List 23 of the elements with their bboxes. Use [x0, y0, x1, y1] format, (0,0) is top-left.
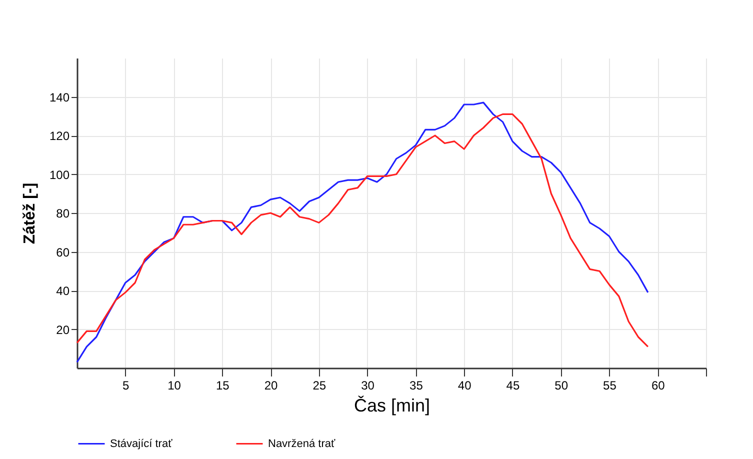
y-tick-label: 80	[56, 206, 70, 220]
x-tick-label: 25	[312, 378, 326, 392]
y-tick-label: 120	[49, 129, 70, 143]
x-axis-title: Čas [min]	[354, 396, 430, 416]
x-tick-label: 35	[410, 378, 424, 392]
legend-label: Stávající trať	[110, 438, 174, 450]
x-tick-label: 45	[506, 378, 520, 392]
x-tick-label: 50	[554, 378, 568, 392]
y-tick-label: 60	[56, 245, 70, 260]
legend-label: Navržená trať	[268, 438, 336, 450]
y-tick-label: 40	[56, 284, 70, 298]
x-tick-label: 60	[651, 378, 666, 392]
y-axis-title: Zátěž [-]	[21, 182, 38, 244]
x-tick-label: 30	[361, 378, 375, 392]
y-tick-label: 140	[49, 90, 70, 104]
x-tick-label: 15	[216, 378, 230, 392]
y-tick-label: 20	[56, 322, 70, 337]
x-tick-label: 55	[603, 378, 617, 392]
x-tick-label: 20	[264, 378, 278, 392]
x-tick-label: 5	[122, 378, 130, 392]
x-tick-label: 10	[168, 378, 182, 392]
x-tick-label: 40	[458, 378, 472, 392]
y-tick-label: 100	[49, 168, 70, 182]
